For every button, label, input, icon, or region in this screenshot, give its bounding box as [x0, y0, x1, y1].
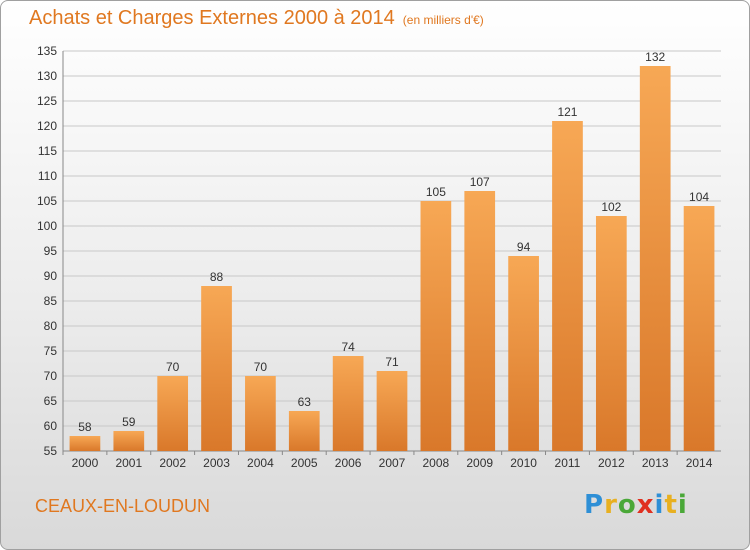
y-tick-label: 105: [37, 194, 57, 208]
y-tick-label: 130: [37, 69, 57, 83]
x-tick-label: 2011: [555, 456, 581, 470]
x-tick-label: 2005: [291, 456, 318, 470]
bar-2014: [683, 206, 715, 451]
data-label-2005: 63: [298, 395, 312, 409]
data-label-2007: 71: [385, 355, 399, 369]
data-label-2008: 105: [426, 185, 446, 199]
logo-letter: x: [636, 490, 655, 520]
chart-title-text: Achats et Charges Externes 2000 à 2014: [29, 7, 395, 29]
data-label-2011: 121: [557, 105, 577, 119]
bar-2007: [376, 371, 408, 451]
data-label-2000: 58: [78, 420, 92, 434]
data-label-2013: 132: [645, 50, 665, 64]
x-tick-label: 2009: [466, 456, 493, 470]
proxiti-logo: Proxiti: [584, 490, 688, 520]
x-axis: 2000 2001 2002 2003 2004 2005 2006 2007 2008 2009…: [62, 451, 713, 470]
logo-letter: t: [664, 490, 678, 520]
bar-2001: [113, 431, 145, 451]
bar-2012: [595, 216, 627, 451]
bars: 58 59 70 88 70 63 74 71 105 107 94 121 102 132 104: [69, 50, 715, 451]
logo-letter: r: [604, 490, 618, 520]
logo-letter: P: [584, 490, 605, 520]
y-tick-label: 115: [38, 144, 57, 158]
data-label-2009: 107: [470, 175, 490, 189]
x-tick-label: 2007: [379, 456, 406, 470]
chart-title: Achats et Charges Externes 2000 à 2014 (e…: [29, 7, 484, 30]
y-tick-label: 70: [44, 369, 58, 383]
chart-subtitle: (en milliers d'€): [402, 13, 484, 27]
bar-2013: [639, 66, 671, 451]
y-tick-label: 135: [37, 44, 57, 58]
y-tick-label: 75: [44, 344, 58, 358]
bar-2004: [245, 376, 276, 451]
x-tick-label: 2002: [159, 456, 186, 470]
bar-2003: [201, 286, 232, 451]
y-tick-label: 90: [44, 269, 58, 283]
y-tick-label: 80: [44, 319, 58, 333]
x-tick-label: 2014: [686, 456, 713, 470]
x-tick-label: 2013: [642, 456, 669, 470]
data-label-2003: 88: [210, 270, 224, 284]
bar-2006: [332, 356, 364, 451]
data-label-2004: 70: [254, 360, 268, 374]
bar-2008: [420, 201, 452, 451]
logo-letter: i: [677, 490, 688, 520]
x-tick-label: 2004: [247, 456, 274, 470]
bar-2011: [552, 121, 583, 451]
data-label-2006: 74: [341, 340, 355, 354]
bar-2000: [69, 436, 101, 451]
x-tick-label: 2008: [423, 456, 450, 470]
y-tick-label: 100: [37, 219, 57, 233]
y-tick-label: 85: [44, 294, 58, 308]
y-tick-label: 110: [38, 169, 57, 183]
y-tick-label: 95: [44, 244, 58, 258]
bar-2005: [288, 411, 320, 451]
data-label-2002: 70: [166, 360, 180, 374]
data-label-2012: 102: [601, 200, 621, 214]
x-tick-label: 2001: [115, 456, 142, 470]
x-tick-label: 2012: [598, 456, 625, 470]
y-tick-label: 55: [44, 444, 58, 458]
bar-2009: [464, 191, 496, 451]
bar-2010: [508, 256, 539, 451]
bar-2002: [157, 376, 189, 451]
x-tick-label: 2006: [335, 456, 362, 470]
y-tick-label: 60: [44, 419, 58, 433]
y-tick-label: 125: [37, 94, 57, 108]
x-tick-label: 2003: [203, 456, 230, 470]
y-tick-label: 120: [37, 119, 57, 133]
logo-letter: o: [617, 490, 637, 520]
x-tick-label: 2010: [510, 456, 537, 470]
commune-name: CEAUX-EN-LOUDUN: [35, 496, 211, 516]
logo-letter: i: [654, 490, 665, 520]
x-tick-label: 2000: [72, 456, 99, 470]
y-tick-label: 65: [44, 394, 58, 408]
data-label-2010: 94: [517, 240, 531, 254]
data-label-2014: 104: [689, 190, 709, 204]
data-label-2001: 59: [122, 415, 136, 429]
